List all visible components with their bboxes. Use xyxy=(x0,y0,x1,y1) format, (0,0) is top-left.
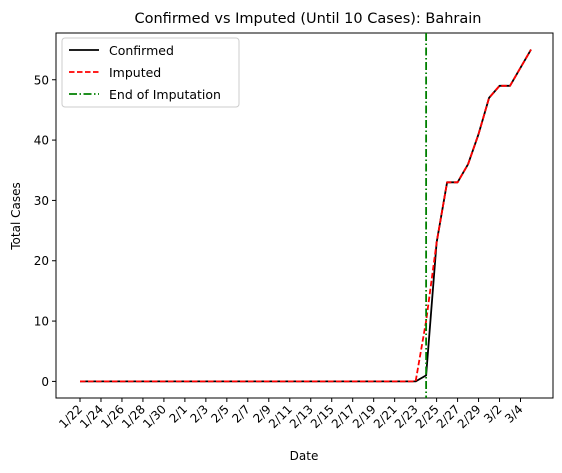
y-tick-label: 20 xyxy=(34,254,49,268)
y-axis-label: Total Cases xyxy=(9,182,23,250)
legend-label-imputed: Imputed xyxy=(109,65,161,80)
x-tick-label: 2/3 xyxy=(187,402,211,426)
x-tick-label: 2/1 xyxy=(166,402,190,426)
y-tick-label: 30 xyxy=(34,194,49,208)
y-tick-label: 0 xyxy=(41,375,49,389)
x-tick-label: 2/29 xyxy=(455,402,484,431)
series-line-imputed xyxy=(80,49,532,383)
x-tick-label: 3/4 xyxy=(502,402,526,426)
x-tick-label: 1/30 xyxy=(140,402,169,431)
y-axis: 0 10 20 30 40 50 xyxy=(34,73,56,389)
y-tick-label: 10 xyxy=(34,315,49,329)
x-tick-label: 2/5 xyxy=(208,402,232,426)
x-tick-label: 2/7 xyxy=(229,402,253,426)
series-layer xyxy=(80,33,532,398)
legend-label-confirmed: Confirmed xyxy=(109,43,174,58)
chart-title: Confirmed vs Imputed (Until 10 Cases): B… xyxy=(135,11,482,27)
legend-label-end-of-imputation: End of Imputation xyxy=(109,87,221,102)
x-tick-label: 3/2 xyxy=(481,402,505,426)
legend: Confirmed Imputed End of Imputation xyxy=(61,37,240,108)
legend-box xyxy=(61,37,240,108)
y-tick-label: 50 xyxy=(34,73,49,87)
x-axis-label: Date xyxy=(290,449,319,463)
x-axis: 1/221/241/261/281/302/12/32/52/72/92/112… xyxy=(56,398,526,431)
y-tick-label: 40 xyxy=(34,134,49,148)
